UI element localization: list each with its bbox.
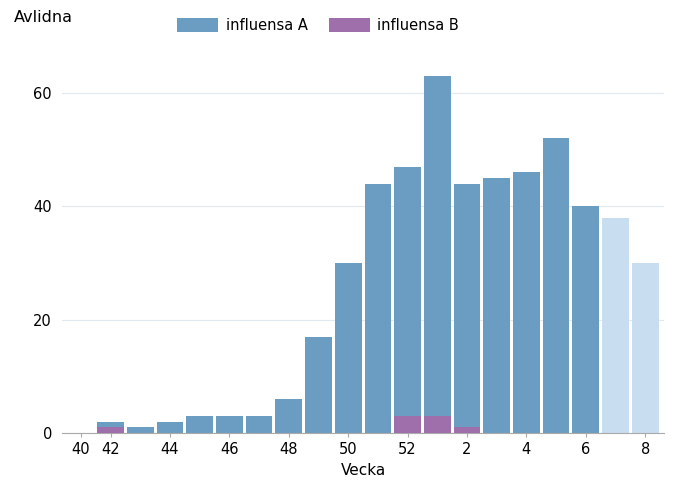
Text: Avlidna: Avlidna [14,10,73,26]
Bar [453,427,480,433]
Legend: influensa A, influensa B: influensa A, influensa B [177,18,459,33]
Bar [424,76,451,433]
Bar [364,184,391,433]
Bar [602,217,629,433]
Bar [513,172,540,433]
Bar [305,337,332,433]
Bar [573,206,599,433]
Bar [484,178,510,433]
Bar [97,427,124,433]
X-axis label: Vecka: Vecka [340,462,386,478]
Bar [216,416,242,433]
Bar [335,263,362,433]
Bar [246,416,273,433]
Bar [186,416,213,433]
Bar [97,422,124,433]
Bar [395,416,421,433]
Bar [424,416,451,433]
Bar [127,427,153,433]
Bar [275,399,302,433]
Bar [395,167,421,433]
Bar [157,422,184,433]
Bar [453,184,480,433]
Bar [543,138,569,433]
Bar [632,263,658,433]
